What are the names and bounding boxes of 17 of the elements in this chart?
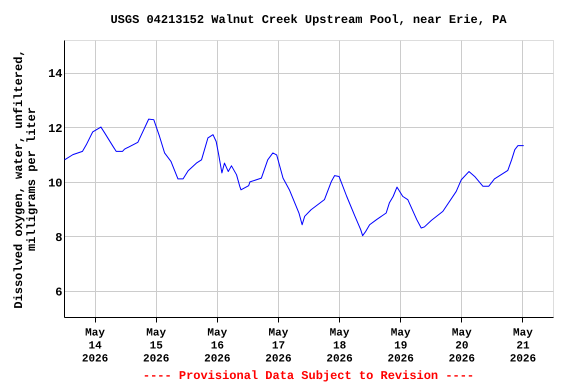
x-tick-label: May 21 2026 — [510, 328, 536, 366]
x-tick-label: May 19 2026 — [387, 328, 414, 366]
text: ---- Provisional Data Subject to Revision ---- — [142, 369, 474, 383]
chart-title: USGS 04213152 Walnut Creek Upstream Pool, near Erie, PA — [110, 13, 508, 27]
y-axis-title: Dissolved oxygen, water, unfiltered, milligrams per liter — [12, 49, 40, 309]
y-tick-label: 12 — [48, 122, 62, 136]
y-tick-label: 14 — [48, 67, 62, 82]
x-tick-label: May 20 2026 — [448, 328, 476, 366]
x-tick-label: May 15 2026 — [142, 328, 170, 366]
y-tick-label: 8 — [55, 230, 62, 245]
line-series — [64, 118, 524, 236]
x-tick-label: May 17 2026 — [265, 328, 292, 366]
x-tick-label: May 18 2026 — [326, 328, 353, 366]
x-tick-label: May 16 2026 — [204, 328, 231, 366]
y-tick-label: 6 — [55, 286, 62, 300]
x-tick-label: May 14 2026 — [82, 328, 108, 366]
y-tick-label: 10 — [48, 176, 62, 190]
